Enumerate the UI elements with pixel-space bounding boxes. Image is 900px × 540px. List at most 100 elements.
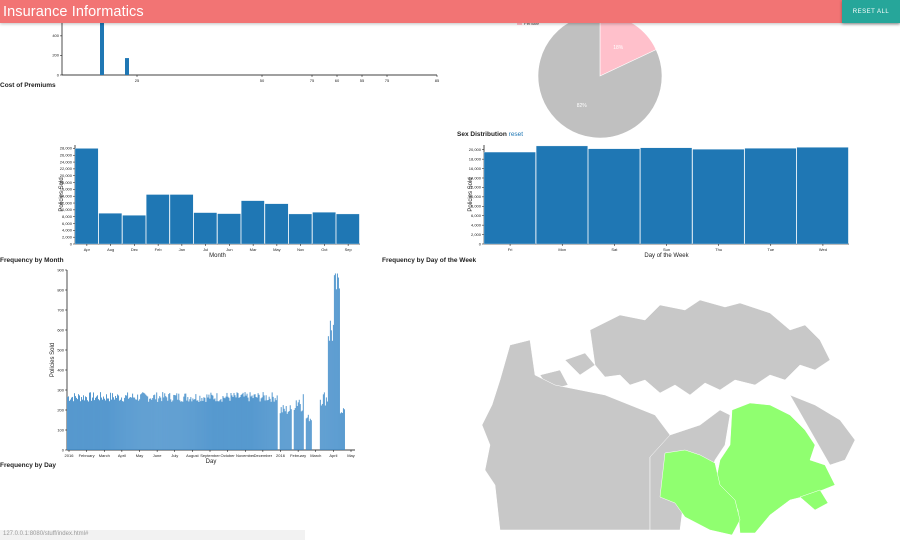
day-bar[interactable]	[261, 397, 263, 450]
day-bar[interactable]	[245, 395, 247, 450]
day-bar[interactable]	[105, 400, 106, 450]
day-bar[interactable]	[255, 396, 257, 450]
day-bar[interactable]	[97, 395, 98, 450]
day-bar[interactable]	[69, 400, 70, 450]
day-bar[interactable]	[82, 399, 83, 450]
day-bar[interactable]	[100, 392, 101, 450]
day-bar[interactable]	[224, 398, 226, 450]
day-bar[interactable]	[339, 413, 341, 450]
day-bar[interactable]	[227, 396, 229, 450]
month-bar[interactable]	[98, 213, 123, 245]
day-bar[interactable]	[340, 412, 342, 450]
day-bar[interactable]	[137, 394, 139, 450]
day-bar[interactable]	[200, 401, 202, 450]
map-province-ontario[interactable]	[659, 449, 741, 536]
day-bar[interactable]	[258, 394, 260, 450]
weekday-bar[interactable]	[692, 149, 745, 245]
day-bar[interactable]	[289, 405, 291, 450]
day-bar[interactable]	[182, 401, 184, 450]
day-bar[interactable]	[334, 273, 336, 450]
day-bar[interactable]	[140, 394, 142, 450]
month-bar[interactable]	[336, 213, 360, 245]
day-bar[interactable]	[214, 398, 216, 450]
day-bar[interactable]	[155, 399, 157, 450]
day-bar[interactable]	[88, 401, 89, 450]
day-bar[interactable]	[270, 401, 272, 450]
day-bar[interactable]	[306, 417, 308, 450]
day-bar[interactable]	[256, 397, 258, 450]
day-bar[interactable]	[220, 398, 222, 450]
day-bar[interactable]	[111, 399, 113, 450]
day-bar[interactable]	[240, 394, 242, 450]
day-bar[interactable]	[269, 398, 271, 450]
day-bar[interactable]	[164, 393, 166, 450]
day-bar[interactable]	[179, 400, 181, 450]
day-bar[interactable]	[226, 392, 228, 450]
day-bar[interactable]	[194, 399, 196, 450]
day-bar[interactable]	[280, 407, 282, 450]
sex-reset-link[interactable]: reset	[508, 131, 524, 138]
sex-pie-chart[interactable]: 18% 82% Female	[500, 18, 700, 143]
day-bar[interactable]	[198, 401, 200, 450]
day-bar[interactable]	[175, 395, 177, 450]
day-bar[interactable]	[78, 394, 79, 450]
day-bar[interactable]	[307, 414, 309, 450]
month-bar[interactable]	[312, 212, 336, 245]
day-bar[interactable]	[238, 397, 240, 450]
day-bar[interactable]	[298, 399, 300, 450]
day-bar[interactable]	[178, 393, 180, 450]
day-bar[interactable]	[295, 400, 297, 450]
day-bar[interactable]	[231, 395, 233, 450]
day-bar[interactable]	[250, 396, 252, 450]
day-bar[interactable]	[208, 394, 210, 450]
day-bar[interactable]	[106, 394, 107, 450]
day-bar[interactable]	[329, 320, 331, 450]
day-bar[interactable]	[225, 396, 227, 450]
day-bar[interactable]	[189, 399, 191, 450]
day-bar[interactable]	[188, 401, 190, 450]
day-bar[interactable]	[73, 401, 74, 450]
day-bar[interactable]	[118, 395, 120, 450]
day-bar[interactable]	[90, 392, 91, 450]
weekday-bar[interactable]	[640, 147, 693, 245]
day-bar[interactable]	[136, 399, 138, 450]
day-bar[interactable]	[215, 401, 217, 450]
day-bar[interactable]	[209, 398, 211, 450]
day-bar[interactable]	[260, 398, 262, 450]
day-bar[interactable]	[143, 392, 145, 450]
day-bar[interactable]	[110, 392, 112, 450]
day-bar[interactable]	[203, 397, 205, 450]
day-bar[interactable]	[127, 392, 129, 450]
day-bar[interactable]	[96, 396, 97, 450]
day-bar[interactable]	[233, 392, 235, 450]
day-bar[interactable]	[123, 401, 125, 450]
day-bar[interactable]	[335, 289, 337, 450]
day-bar[interactable]	[302, 394, 304, 450]
day-bar[interactable]	[259, 401, 261, 450]
day-bar[interactable]	[180, 401, 182, 450]
day-bar[interactable]	[279, 413, 281, 450]
day-bar[interactable]	[153, 395, 155, 450]
day-bar[interactable]	[187, 397, 189, 450]
map-arctic-islands[interactable]	[589, 299, 831, 396]
day-bar[interactable]	[135, 399, 137, 450]
day-bar[interactable]	[71, 397, 72, 450]
day-bar[interactable]	[294, 408, 296, 450]
day-bar[interactable]	[301, 410, 303, 450]
day-bar[interactable]	[300, 411, 302, 450]
day-bar[interactable]	[154, 394, 156, 450]
day-bar[interactable]	[115, 395, 117, 450]
day-bar[interactable]	[95, 397, 96, 450]
day-bar[interactable]	[197, 400, 199, 450]
day-bar[interactable]	[99, 400, 100, 450]
day-bar[interactable]	[275, 400, 277, 450]
day-bar[interactable]	[134, 397, 136, 450]
day-bar[interactable]	[183, 396, 185, 450]
day-bar[interactable]	[146, 395, 148, 450]
day-bar[interactable]	[103, 396, 104, 450]
day-bar[interactable]	[331, 340, 333, 450]
day-bar[interactable]	[85, 396, 86, 450]
day-bar[interactable]	[70, 399, 71, 450]
day-bar[interactable]	[242, 392, 244, 450]
day-bar[interactable]	[322, 394, 324, 450]
